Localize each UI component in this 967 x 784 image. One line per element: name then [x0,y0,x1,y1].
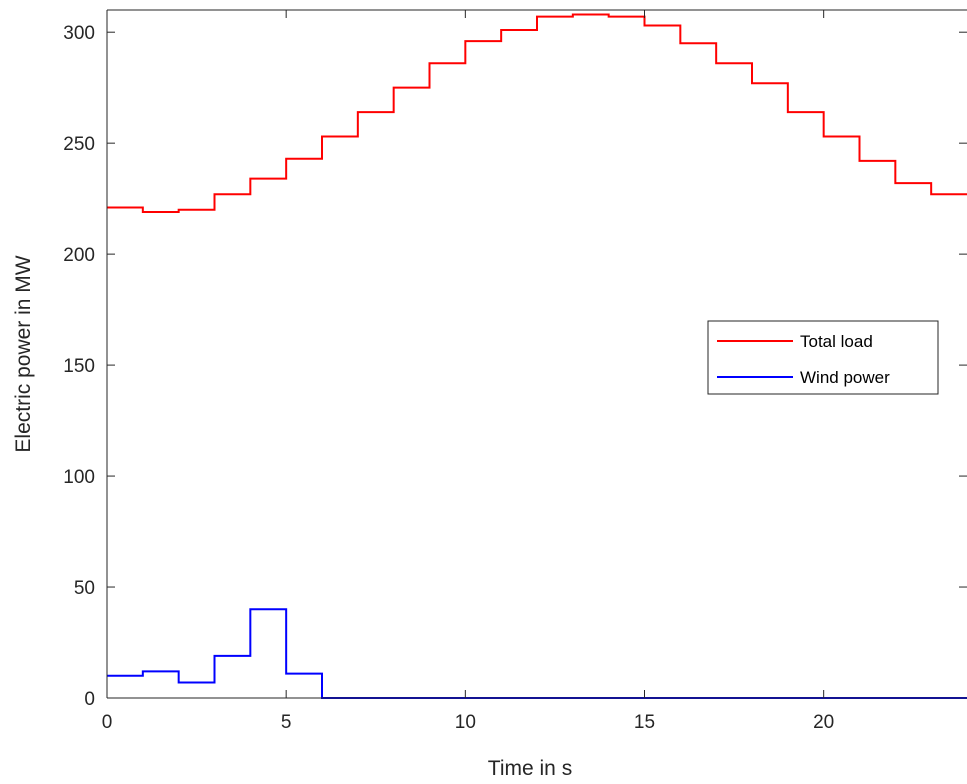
x-tick-label: 5 [281,712,292,733]
x-tick-label: 0 [102,712,113,733]
y-tick-label: 200 [63,245,95,266]
x-axis-title: Time in s [488,757,572,780]
x-tick-label: 15 [634,712,655,733]
legend-box [707,320,939,395]
legend: Total load Wind power [707,320,939,395]
legend-label-total-load: Total load [800,332,873,351]
legend-label-wind-power: Wind power [800,368,890,387]
y-tick-label: 50 [74,578,95,599]
y-tick-label: 250 [63,134,95,155]
y-tick-label: 100 [63,467,95,488]
series-total-load [107,13,967,213]
y-axis-title: Electric power in MW [12,255,35,452]
y-tick-label: 0 [84,689,95,710]
x-tick-label: 20 [813,712,834,733]
y-tick-label: 300 [63,23,95,44]
x-tick-label: 10 [455,712,476,733]
y-tick-label: 150 [63,356,95,377]
